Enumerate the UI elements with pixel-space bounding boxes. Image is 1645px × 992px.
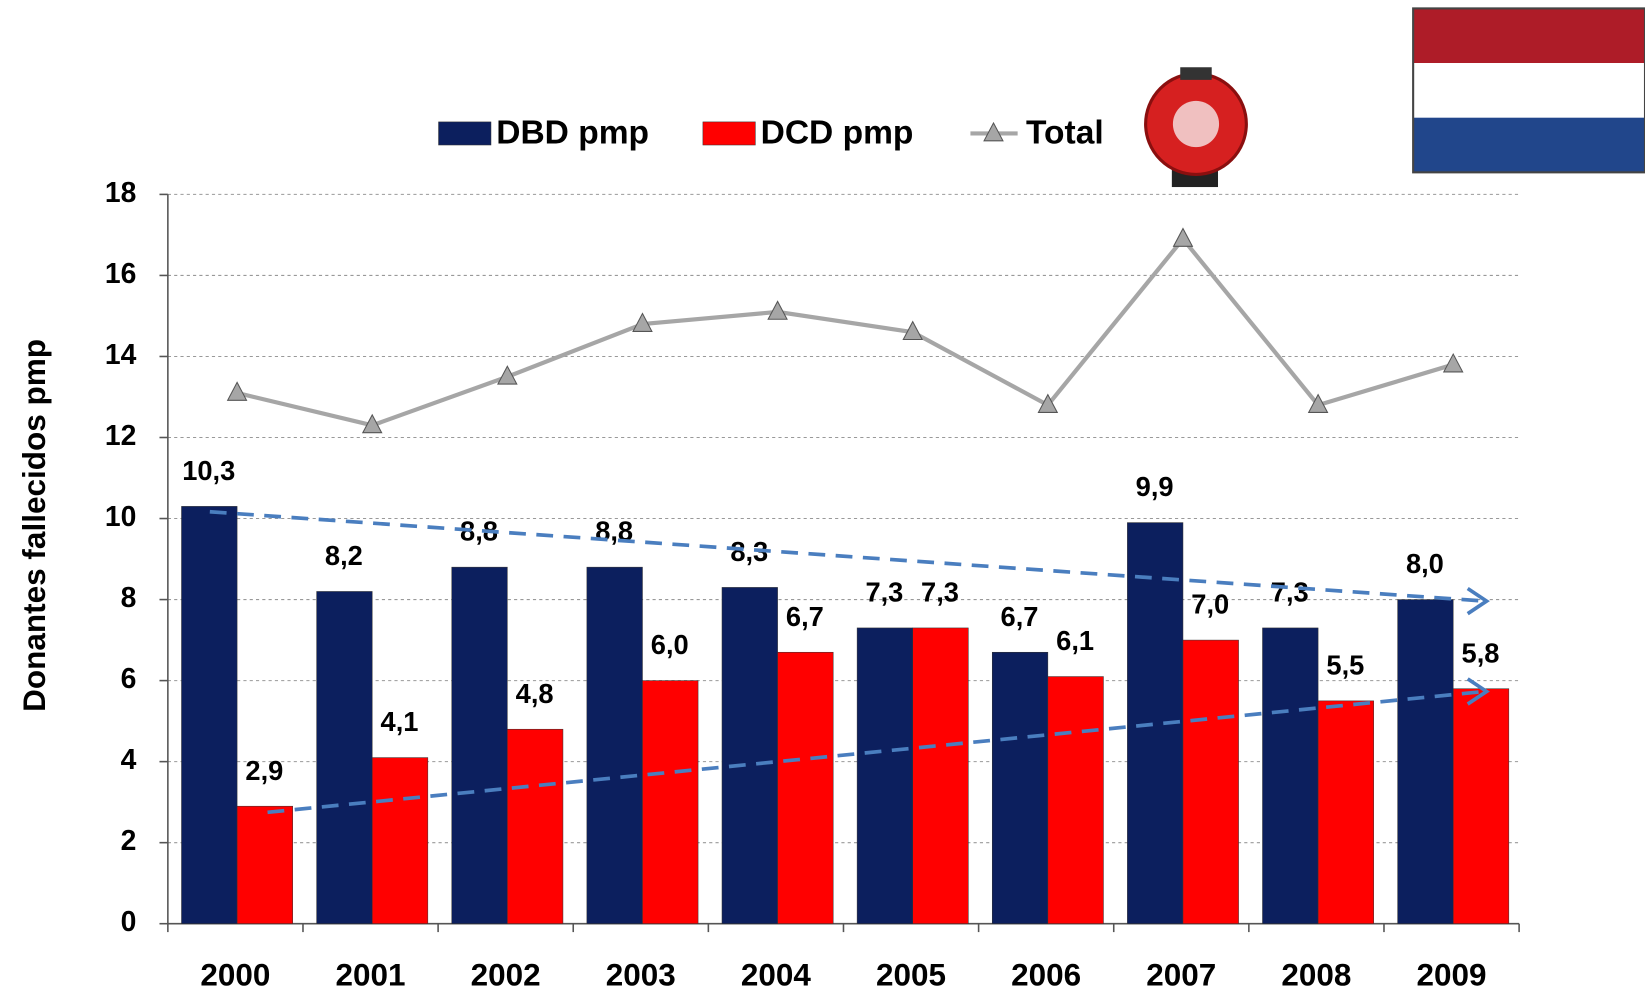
bar — [1317, 700, 1374, 924]
legend-marker — [983, 121, 1004, 142]
data-label: 6,7 — [786, 601, 824, 632]
marker — [226, 381, 248, 401]
bar — [642, 680, 699, 924]
trend-arrowhead — [1466, 677, 1490, 706]
data-label: 8,0 — [1406, 548, 1444, 579]
y-tick-label: 18 — [105, 177, 136, 209]
trend-line — [267, 689, 1485, 815]
data-label: 7,3 — [921, 576, 959, 607]
marker — [767, 300, 788, 320]
marker — [1172, 227, 1194, 247]
y-axis-title: Donantes fallecidos pmp — [16, 339, 52, 712]
marker — [1037, 393, 1059, 413]
data-label: 7,3 — [1271, 576, 1309, 607]
marker — [361, 413, 383, 434]
alarm-icon — [1144, 67, 1248, 188]
y-tick-label: 16 — [105, 258, 136, 290]
y-tick-label: 14 — [105, 339, 137, 371]
trend-line — [209, 509, 1485, 603]
bar — [316, 591, 373, 924]
x-tick-label: 2002 — [471, 957, 541, 992]
marker — [497, 365, 518, 385]
bar — [181, 506, 238, 924]
data-label: 6,7 — [1001, 601, 1039, 632]
x-tick-label: 2008 — [1281, 957, 1351, 992]
y-tick-label: 2 — [121, 825, 137, 857]
marker — [902, 320, 924, 341]
data-label: 5,8 — [1462, 637, 1500, 668]
bar — [721, 587, 778, 924]
bar — [777, 651, 834, 924]
line — [236, 235, 1454, 428]
bar — [451, 566, 508, 924]
x-tick-label: 2001 — [336, 957, 406, 992]
bar — [912, 627, 969, 924]
bar — [507, 728, 564, 924]
legend-swatch — [702, 121, 756, 146]
y-tick-label: 0 — [121, 906, 137, 938]
bar — [586, 566, 643, 924]
x-tick-label: 2003 — [606, 957, 676, 992]
bar — [856, 627, 913, 924]
data-label: 7,0 — [1191, 589, 1229, 620]
data-label: 9,9 — [1136, 471, 1174, 502]
flag — [1412, 7, 1645, 174]
data-label: 7,3 — [865, 576, 903, 607]
x-tick-label: 2005 — [876, 957, 946, 992]
marker — [1307, 393, 1329, 413]
data-label: 6,0 — [651, 629, 689, 660]
data-label: 8,2 — [325, 540, 363, 571]
x-tick-label: 2007 — [1146, 957, 1216, 992]
legend-label: DCD pmp — [761, 114, 914, 151]
x-tick-label: 2000 — [200, 957, 270, 992]
x-tick-label: 2009 — [1417, 957, 1487, 992]
bar — [991, 651, 1049, 924]
marker — [1442, 352, 1464, 373]
y-tick-label: 12 — [105, 420, 136, 452]
data-label: 4,1 — [381, 706, 419, 737]
legend-label: Total — [1026, 114, 1104, 151]
x-tick-label: 2004 — [741, 957, 811, 992]
bar — [371, 757, 429, 924]
data-label: 6,1 — [1056, 625, 1094, 656]
y-tick-label: 6 — [121, 663, 137, 695]
bar — [1047, 676, 1104, 924]
data-label: 4,8 — [516, 678, 554, 709]
y-tick-label: 8 — [121, 582, 137, 614]
legend-label: DBD pmp — [496, 114, 649, 151]
legend-swatch — [438, 121, 492, 146]
bar — [1452, 688, 1510, 924]
x-tick-label: 2006 — [1011, 957, 1081, 992]
trend-arrowhead — [1466, 586, 1490, 616]
y-tick-label: 10 — [105, 501, 136, 533]
bar — [1262, 627, 1319, 924]
data-label: 10,3 — [182, 455, 235, 486]
data-label: 5,5 — [1326, 649, 1364, 680]
marker — [632, 312, 653, 332]
data-label: 2,9 — [245, 755, 283, 786]
y-tick-label: 4 — [121, 744, 137, 776]
bar — [236, 805, 293, 924]
bar — [1182, 639, 1239, 924]
bar — [1397, 599, 1454, 924]
